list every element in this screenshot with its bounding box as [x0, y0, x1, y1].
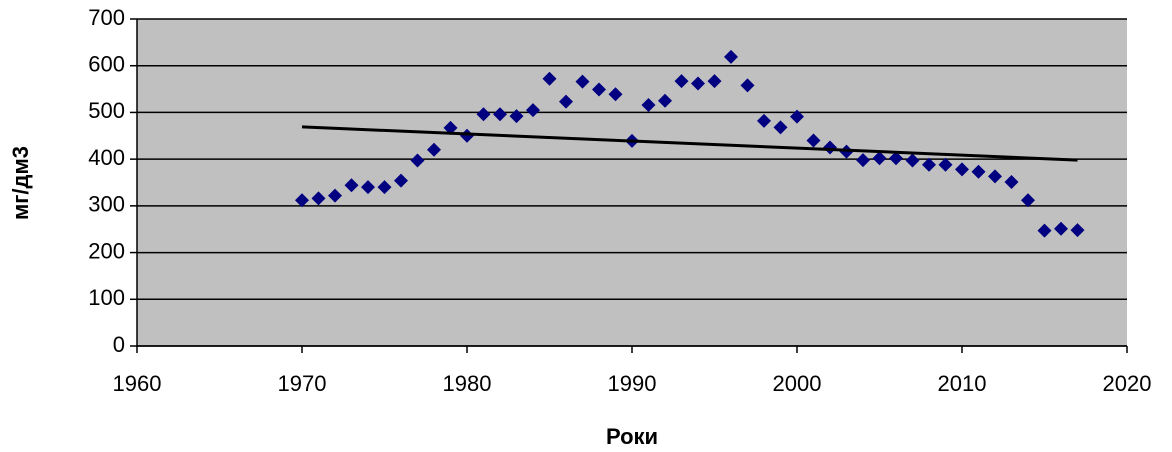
- point: [740, 78, 755, 93]
- point: [674, 74, 689, 89]
- y-tick-label: 600: [88, 52, 125, 77]
- point: [559, 94, 573, 109]
- y-tick-label: 700: [88, 5, 125, 30]
- point: [806, 133, 821, 148]
- point: [707, 74, 722, 89]
- x-tick-label: 1970: [278, 371, 327, 396]
- point: [328, 188, 342, 203]
- point: [988, 169, 1002, 184]
- y-tick-label: 500: [88, 98, 125, 123]
- point: [955, 162, 969, 177]
- point: [1037, 223, 1052, 238]
- point: [608, 87, 623, 102]
- point: [575, 74, 590, 89]
- point: [1004, 175, 1019, 190]
- x-tick-label: 1960: [113, 371, 162, 396]
- point: [856, 153, 870, 168]
- point: [757, 113, 771, 128]
- point: [427, 142, 441, 157]
- y-tick-label: 400: [88, 145, 125, 170]
- point: [509, 109, 524, 124]
- x-tick-label: 2010: [938, 371, 987, 396]
- y-tick-label: 100: [88, 285, 125, 310]
- y-tick-label: 0: [113, 332, 125, 357]
- point: [592, 82, 606, 97]
- point: [872, 151, 887, 166]
- point: [344, 178, 359, 193]
- y-tick-label: 200: [88, 238, 125, 263]
- point: [460, 128, 474, 143]
- point: [526, 103, 540, 118]
- point: [410, 153, 425, 168]
- point: [905, 153, 920, 168]
- point: [493, 107, 507, 122]
- y-tick-label: 300: [88, 192, 125, 217]
- point: [773, 120, 788, 135]
- point: [641, 97, 656, 112]
- point: [1054, 221, 1068, 236]
- point: [476, 107, 491, 122]
- x-tick-label: 2020: [1103, 371, 1152, 396]
- point: [691, 76, 705, 91]
- x-tick-label: 1990: [608, 371, 657, 396]
- point: [658, 93, 672, 108]
- point: [443, 120, 458, 135]
- trend-line: [301, 125, 1078, 162]
- point: [377, 180, 392, 195]
- y-axis-label: мг/дм3: [8, 146, 33, 220]
- x-axis-label: Роки: [606, 424, 658, 449]
- point: [542, 71, 557, 86]
- plot-area: [137, 19, 1127, 346]
- point: [1070, 223, 1085, 238]
- point: [971, 164, 986, 179]
- point: [311, 191, 326, 206]
- point: [889, 151, 903, 166]
- point: [790, 109, 804, 124]
- point: [295, 193, 309, 208]
- point: [394, 173, 408, 188]
- point: [922, 157, 936, 172]
- point: [361, 180, 375, 195]
- x-tick-label: 1980: [443, 371, 492, 396]
- point: [938, 157, 953, 172]
- point: [724, 49, 738, 64]
- point: [1021, 193, 1035, 208]
- x-tick-label: 2000: [773, 371, 822, 396]
